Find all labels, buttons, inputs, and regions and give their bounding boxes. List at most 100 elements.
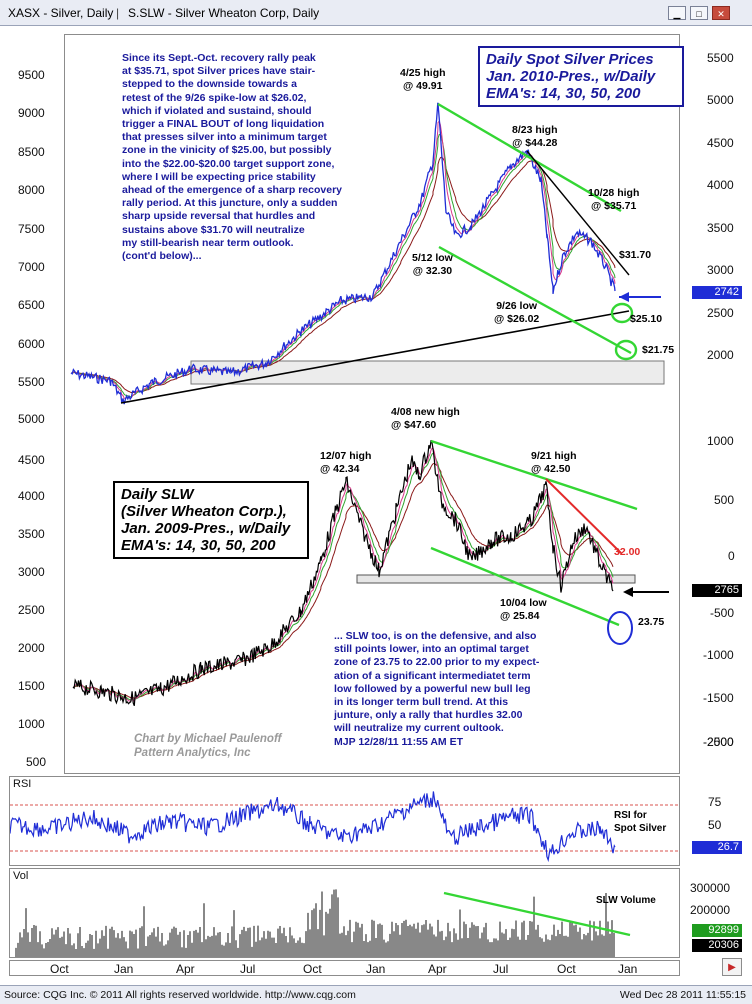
price-panel[interactable] [64, 34, 680, 774]
x-tick: Jul [240, 962, 256, 976]
rsi-note-line: Spot Silver [614, 823, 667, 834]
silver-right-tick: 4000 [707, 178, 734, 192]
price-chart-canvas [70, 102, 669, 707]
annotation-high-408: 4/08 new high @ $47.60 [391, 406, 460, 432]
x-axis-strip [9, 960, 680, 976]
minimize-button[interactable]: ▁ [668, 6, 686, 20]
silver-lower-channel [438, 245, 632, 355]
slw-lower-channel [430, 546, 620, 627]
commentary-line: ation of a significant intermediatet ter… [334, 669, 531, 682]
annotation-low-1004: 10/04 low @ 25.84 [500, 597, 547, 623]
slw-left-tick: 500 [26, 755, 47, 769]
slw-box-line: EMA's: 14, 30, 50, 200 [121, 537, 276, 554]
slw-target-circle [607, 611, 633, 645]
level-label-2375: 23.75 [638, 616, 665, 628]
source-credit: Source: CQG Inc. © 2011 All rights reser… [4, 989, 356, 1001]
slw-right-tick: -1500 [703, 691, 734, 705]
scroll-right-button[interactable]: ▶ [722, 958, 742, 976]
window-titlebar: XASX - Silver, Daily | S.SLW - Silver Wh… [0, 0, 752, 26]
x-tick: Oct [557, 962, 576, 976]
slw-right-tick: -2000 [703, 735, 734, 749]
commentary-line: my still-bearish near term outlook. [122, 236, 294, 249]
commentary-line: sharp upside reversal that hurdles and [122, 210, 316, 223]
silver-left-tick: 6000 [18, 337, 45, 351]
annotation-high-425: 4/25 high @ 49.91 [400, 67, 446, 93]
silver-chart-title-box: Daily Spot Silver Prices Jan. 2010-Pres.… [478, 46, 684, 107]
x-tick: Jan [618, 962, 638, 976]
silver-box-line: EMA's: 14, 30, 50, 200 [486, 85, 641, 102]
slw-right-tick: -1000 [703, 648, 734, 662]
chart-credit: Chart by Michael Paulenoff Pattern Analy… [134, 732, 281, 760]
silver-right-tick: 5500 [707, 51, 734, 65]
annotation-line: @ 25.84 [500, 610, 540, 622]
volume-value-tag-a: 92899 [692, 924, 742, 937]
silver-price-line [70, 102, 616, 405]
annotation-line: @ 49.91 [403, 80, 443, 92]
commentary-line: that presses silver into a minimum targe… [122, 131, 327, 144]
commentary-line: rally period. At this juncture, only a s… [122, 197, 338, 210]
status-bar: Source: CQG Inc. © 2011 All rights reser… [0, 985, 752, 1004]
x-tick: Oct [303, 962, 322, 976]
volume-label: Vol [13, 870, 29, 882]
rsi-panel[interactable]: RSI RSI for Spot Silver [9, 776, 680, 866]
volume-chart-canvas [15, 889, 631, 957]
rsi-note-line: RSI for [614, 810, 647, 821]
silver-left-tick: 7500 [18, 222, 45, 236]
slw-left-tick: 1000 [18, 717, 45, 731]
volume-panel[interactable]: Vol SLW Volume [9, 868, 680, 958]
commentary-line: still points lower, into an optimal targ… [334, 643, 529, 656]
x-tick: Jan [114, 962, 134, 976]
slw-left-tick: 4000 [18, 489, 45, 503]
silver-target-circle-b [614, 339, 638, 361]
annotation-low-926: 9/26 low @ $26.02 [494, 300, 539, 326]
annotation-line: 12/07 high [320, 450, 372, 462]
silver-right-tick: 3000 [707, 263, 734, 277]
silver-left-tick: 6500 [18, 298, 45, 312]
commentary-line: ... SLW too, is on the defensive, and al… [334, 630, 537, 642]
rsi-tick: 75 [708, 795, 722, 809]
silver-left-tick: 5500 [18, 375, 45, 389]
commentary-line: sustains above $31.70 will neutralize [122, 223, 305, 236]
x-tick: Oct [50, 962, 69, 976]
annotation-line: @ 32.30 [412, 265, 453, 277]
commentary-line: stepped to the downside towards a [122, 78, 298, 91]
scroll-right-icon: ▶ [728, 962, 736, 973]
chart-title-slw: S.SLW - Silver Wheaton Corp, Daily [128, 6, 320, 20]
commentary-line: where I will be expecting price stabilit… [122, 170, 316, 183]
rsi-note: RSI for Spot Silver [614, 809, 666, 835]
x-tick: Apr [428, 962, 447, 976]
slw-chart-title-box: Daily SLW (Silver Wheaton Corp.), Jan. 2… [113, 481, 309, 559]
title-separator: | [116, 6, 120, 20]
silver-support-trendline [120, 310, 630, 404]
silver-right-tick: 4500 [707, 136, 734, 150]
credit-line: Chart by Michael Paulenoff [134, 733, 282, 745]
level-label-3200: 32.00 [614, 546, 641, 558]
silver-resistance-line [526, 150, 630, 276]
commentary-line: zone in the vinicity of $25.00, but poss… [122, 144, 332, 157]
level-label-3170: $31.70 [619, 249, 652, 261]
silver-box-line: Daily Spot Silver Prices [486, 51, 654, 68]
silver-left-tick: 8000 [18, 183, 45, 197]
maximize-button[interactable]: □ [690, 6, 708, 20]
annotation-line: 5/12 low [412, 252, 453, 264]
commentary-line: MJP 12/28/11 11:55 AM ET [334, 735, 463, 748]
silver-ema-200 [70, 156, 616, 394]
slw-right-tick: -2500 [703, 735, 734, 749]
commentary-line: at $35.71, spot Silver prices have stair… [122, 65, 316, 78]
rsi-tick: 50 [708, 818, 722, 832]
commentary-line: junture, only a rally that hurdles 32.00 [334, 709, 523, 722]
x-tick: Jan [366, 962, 386, 976]
commentary-line: Since its Sept.-Oct. recovery rally peak [122, 52, 316, 64]
slw-right-tick: -500 [710, 606, 735, 620]
annotation-line: 9/21 high [531, 450, 577, 462]
silver-last-value-tag: 2742 [692, 286, 742, 299]
silver-right-tick: 3500 [707, 221, 734, 235]
annotation-line: 8/23 high [512, 124, 558, 136]
commentary-line: ahead of the emergence of a sharp recove… [122, 184, 343, 197]
slw-commentary: ... SLW too, is on the defensive, and al… [334, 630, 594, 749]
silver-arrow-head [619, 292, 629, 302]
volume-tick: 300000 [690, 881, 731, 895]
annotation-low-512: 5/12 low @ 32.30 [412, 252, 453, 278]
rsi-chart-canvas [10, 791, 679, 863]
close-button[interactable]: ✕ [712, 6, 730, 20]
